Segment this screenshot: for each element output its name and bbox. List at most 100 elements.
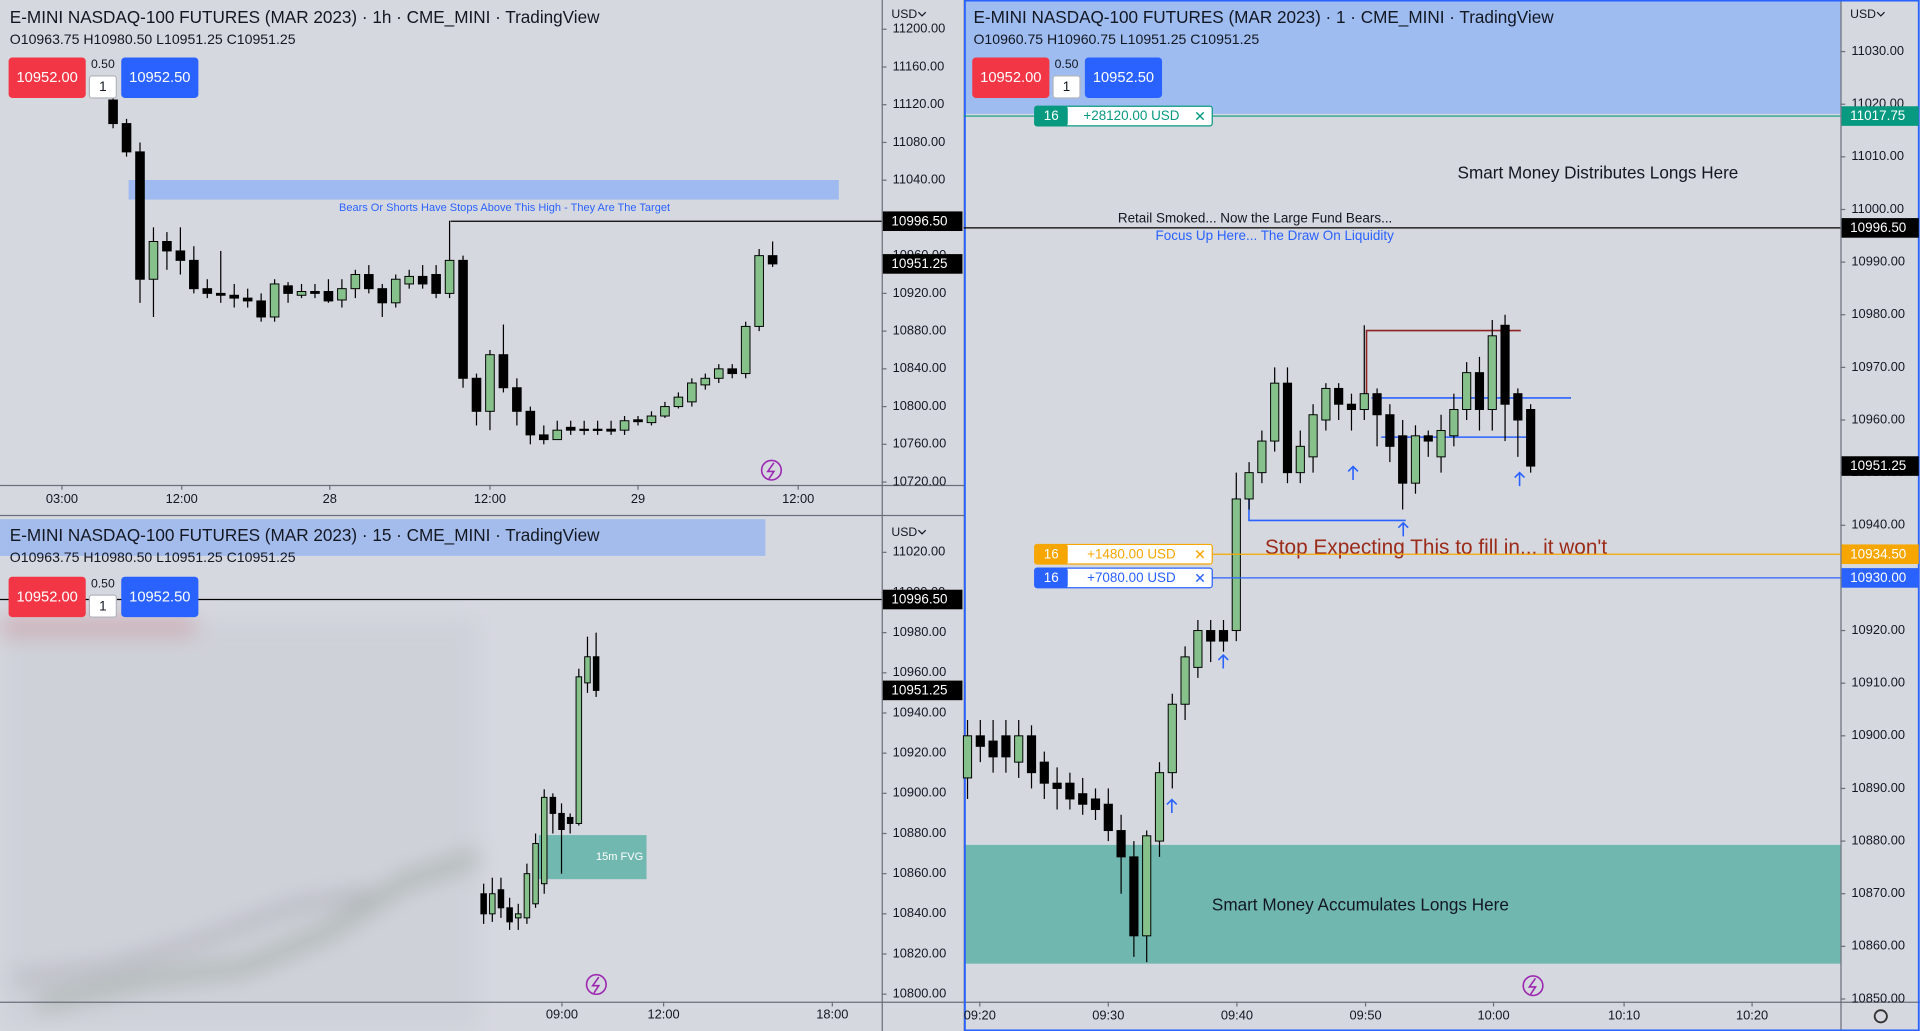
buy-button[interactable] — [1084, 57, 1163, 98]
y-tick-label: 10860.00 — [893, 865, 947, 880]
qty[interactable]: 1 — [99, 79, 106, 94]
buy-price[interactable]: 10952.50 — [129, 70, 190, 86]
chart-title: E-MINI NASDAQ-100 FUTURES (MAR 2023) · 1… — [973, 7, 1554, 27]
candle-body — [552, 429, 563, 441]
currency[interactable]: USD — [891, 7, 917, 21]
candle-body — [215, 292, 226, 296]
y-tick-label: 10800.00 — [893, 986, 947, 1001]
order-close[interactable] — [1195, 111, 1205, 121]
spread: 0.50 — [1055, 57, 1079, 71]
order-close[interactable] — [1195, 550, 1205, 559]
candle-body — [1487, 335, 1497, 410]
order-price-label: 10934.50 — [1850, 546, 1906, 561]
buy-button[interactable] — [121, 57, 199, 98]
candle-body — [296, 291, 307, 296]
y-tick-label: 10980.00 — [893, 624, 947, 639]
annotation: Smart Money Accumulates Longs Here — [1212, 895, 1509, 915]
candle-body — [189, 259, 199, 290]
y-tick-label: 10880.00 — [1851, 832, 1905, 847]
candle-body — [1218, 630, 1229, 642]
price-label: 10951.25 — [891, 256, 947, 271]
sell-price[interactable]: 10952.00 — [17, 589, 78, 605]
y-tick-label: 10920.00 — [893, 285, 947, 300]
y-tick-label: 11160.00 — [893, 58, 945, 73]
x-tick-label: 09:20 — [964, 1008, 996, 1023]
x-tick-label: 18:00 — [816, 1006, 848, 1021]
candle-body — [377, 288, 388, 304]
currency[interactable]: USD — [891, 525, 917, 539]
candle-body — [584, 656, 591, 684]
candle-body — [283, 285, 293, 294]
currency[interactable]: USD — [1850, 7, 1876, 21]
candle-body — [538, 434, 549, 441]
settings-icon[interactable] — [1873, 1009, 1888, 1024]
buy-button[interactable] — [121, 576, 199, 618]
spread: 0.50 — [91, 576, 115, 590]
sell-price[interactable]: 10952.00 — [17, 70, 78, 86]
sell-button[interactable] — [8, 576, 86, 618]
candle-body — [1244, 472, 1254, 500]
y-tick-label: 11020.00 — [893, 544, 946, 559]
qty[interactable]: 1 — [99, 598, 106, 613]
y-tick-label: 10900.00 — [1851, 727, 1905, 742]
candle-body — [1436, 430, 1446, 458]
candle-body — [558, 812, 565, 830]
candle-body — [1001, 735, 1011, 758]
sell-button[interactable] — [972, 57, 1050, 98]
order-pnl: +1480.00 USD — [1087, 546, 1176, 561]
candle-body — [1103, 803, 1113, 832]
order-pnl: +7080.00 USD — [1087, 570, 1176, 585]
price-badge — [882, 680, 963, 701]
qty[interactable]: 1 — [1063, 79, 1070, 94]
qty-box[interactable] — [1052, 75, 1081, 99]
chart-title: E-MINI NASDAQ-100 FUTURES (MAR 2023) · 1… — [10, 525, 600, 545]
order-qty: 16 — [1044, 570, 1059, 585]
candle-body — [1513, 393, 1523, 421]
qty-box[interactable] — [88, 594, 117, 618]
x-tick-label: 09:00 — [546, 1006, 578, 1021]
order-qty: 16 — [1044, 546, 1059, 561]
sell-button[interactable] — [8, 57, 86, 98]
price-badge — [882, 254, 963, 274]
order-qty-box — [1034, 568, 1068, 588]
drawn-range — [1365, 329, 1521, 395]
x-tick-label: 28 — [323, 491, 337, 506]
candle-body — [444, 259, 455, 294]
candle-body — [337, 288, 347, 301]
x-tick-label: 29 — [631, 491, 645, 506]
order-close[interactable] — [1195, 573, 1205, 583]
sell-price[interactable]: 10952.00 — [980, 70, 1041, 86]
candle-body — [489, 893, 496, 915]
y-tick-label: 10850.00 — [1851, 990, 1905, 1005]
candle-body — [1321, 387, 1331, 421]
candle-body — [1385, 414, 1395, 447]
candle-body — [1462, 372, 1472, 410]
buy-price[interactable]: 10952.50 — [1093, 70, 1154, 86]
candle-body — [431, 274, 441, 294]
buy-price[interactable]: 10952.50 — [129, 589, 190, 605]
candle-body — [497, 889, 505, 909]
y-tick-label: 10760.00 — [893, 436, 947, 451]
candle-body — [1398, 435, 1408, 484]
price-badge — [882, 589, 963, 610]
y-tick-label: 10720.00 — [893, 473, 947, 488]
candle-body — [1078, 793, 1088, 805]
annotation: Focus Up Here... The Draw On Liquidity — [1156, 228, 1395, 243]
candle-body — [1257, 440, 1267, 474]
candle-body — [1065, 782, 1075, 800]
candle-body — [1449, 408, 1459, 437]
order-qty-box — [1034, 106, 1068, 126]
y-tick-label: 10820.00 — [893, 945, 947, 960]
qty-box[interactable] — [88, 75, 117, 99]
fvg-zone — [538, 835, 647, 880]
order-qty-box — [1034, 544, 1068, 565]
candle-body — [162, 241, 172, 252]
y-tick-label: 10990.00 — [1851, 254, 1905, 269]
candle-body — [592, 428, 603, 431]
y-tick-label: 10960.00 — [1851, 411, 1905, 426]
candle-body — [727, 368, 738, 375]
y-tick-label: 11040.00 — [893, 172, 946, 187]
order-pnl: +28120.00 USD — [1083, 108, 1179, 123]
y-tick-label: 10940.00 — [1851, 517, 1905, 532]
